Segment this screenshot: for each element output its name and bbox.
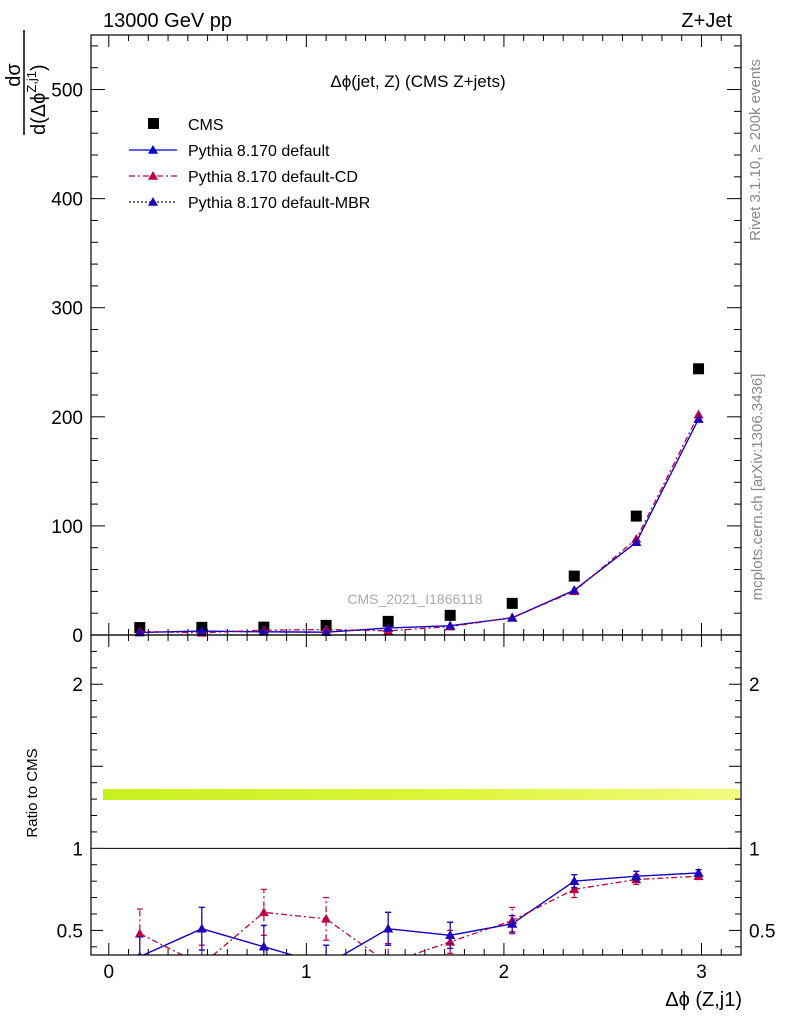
x-tick-label: 2: [499, 962, 510, 983]
ratio-y-tick-label-right: 2: [749, 675, 760, 696]
legend-marker-cms: [148, 118, 159, 129]
ratio-point-2: [134, 928, 145, 938]
mc-point-3: [196, 626, 207, 635]
ratio-point-2: [197, 960, 207, 969]
cms-data-point: [568, 570, 580, 582]
header-right: Z+Jet: [681, 10, 732, 32]
ratio-point-2: [569, 884, 580, 894]
mc-point-3: [507, 612, 518, 622]
cms-data-point: [630, 510, 642, 522]
y-label-denominator-main: d(Δϕ: [28, 93, 50, 135]
ratio-point-3: [383, 923, 394, 933]
ratio-point-3: [631, 871, 642, 880]
ratio-point-2: [383, 958, 393, 967]
ratio-point-3: [693, 867, 704, 877]
ratio-point-3: [196, 923, 207, 933]
cms-data-point: [693, 363, 705, 375]
chart-title: Δϕ(jet, Z) (CMS Z+jets): [330, 72, 505, 91]
ratio-point-3: [137, 951, 142, 955]
main-y-tick-label: 500: [51, 81, 83, 102]
legend-marker-3: [148, 197, 158, 206]
mcplots-label: mcplots.cern.ch [arXiv:1306.3436]: [749, 374, 766, 601]
header-left: 13000 GeV pp: [103, 10, 232, 32]
ratio-series-group: [134, 867, 704, 969]
ratio-point-3: [569, 876, 580, 885]
ratio-panel-frame: [90, 634, 742, 956]
main-y-tick-label: 300: [51, 299, 83, 320]
ratio-point-2: [258, 907, 269, 917]
cms-data-point: [382, 615, 394, 627]
main-axis-ticks: 0 100 200 300 400 500: [51, 35, 742, 647]
ratio-series-line-1: [141, 872, 699, 955]
legend: CMS Pythia 8.170 default Pythia 8.170 defa…: [129, 117, 370, 212]
ratio-point-2: [321, 913, 332, 923]
cms-data-point: [444, 609, 456, 621]
x-tick-label: 3: [696, 962, 707, 983]
legend-marker-1: [148, 145, 158, 154]
mc-series-line-3: [139, 418, 700, 634]
ratio-series-line-3: [141, 872, 699, 955]
y-label-close: ): [28, 64, 50, 71]
main-y-tick-label: 400: [51, 190, 83, 211]
ratio-y-label: Ratio to CMS: [24, 748, 41, 837]
ratio-point-1: [321, 960, 331, 969]
mc-point-3: [693, 414, 704, 423]
x-tick-label: 0: [103, 962, 114, 983]
ratio-inner: [134, 867, 704, 969]
ratio-y-tick-label-left: 2: [72, 675, 83, 696]
mc-point-3: [445, 620, 456, 630]
ratio-y-tick-label-right: 0.5: [749, 921, 775, 942]
legend-label: Pythia 8.170 default-MBR: [188, 195, 370, 212]
mc-point-3: [134, 627, 145, 637]
x-axis-label: Δϕ (Z,j1): [665, 989, 742, 1011]
main-y-tick-label: 100: [51, 517, 83, 538]
ratio-point-2: [445, 936, 456, 946]
cms-uncertainty-band: [103, 789, 740, 800]
mc-point-3: [383, 623, 394, 632]
mc-point-3: [321, 627, 332, 636]
main-series-group: [134, 363, 705, 637]
mc-point-3: [631, 537, 642, 547]
main-y-tick-label: 0: [72, 626, 83, 647]
mc-point-3: [569, 585, 580, 595]
legend-label: Pythia 8.170 default: [188, 143, 330, 160]
y-label-superscript: Z,j1: [24, 71, 39, 93]
main-y-tick-label: 200: [51, 408, 83, 429]
y-label-numerator: dσ: [3, 63, 25, 87]
y-axis-label: dσ d(ΔϕZ,j1): [3, 30, 50, 135]
legend-marker-2: [148, 171, 158, 180]
ratio-y-tick-label-left: 1: [72, 839, 83, 860]
analysis-watermark: CMS_2021_I1866118: [347, 591, 482, 607]
ratio-point-3: [258, 941, 269, 951]
cms-data-point: [506, 597, 518, 609]
ratio-y-tick-label-left: 0.5: [57, 921, 83, 942]
ratio-series-line-2: [139, 875, 699, 955]
ratio-point-3: [321, 960, 331, 969]
ratio-axis-ticks: 0 1 2 3 0.5 0.5 1 1 2 2: [57, 634, 775, 983]
ratio-point-3: [445, 930, 456, 940]
ratio-y-tick-label-right: 1: [749, 839, 760, 860]
rivet-label: Rivet 3.1.10, ≥ 200k events: [747, 59, 764, 241]
y-label-denominator: d(ΔϕZ,j1): [24, 64, 50, 135]
ratio-point-3: [507, 918, 518, 928]
legend-label: Pythia 8.170 default-CD: [188, 169, 358, 186]
x-tick-label: 1: [301, 962, 312, 983]
mc-point-3: [258, 626, 269, 636]
legend-label: CMS: [188, 117, 224, 134]
